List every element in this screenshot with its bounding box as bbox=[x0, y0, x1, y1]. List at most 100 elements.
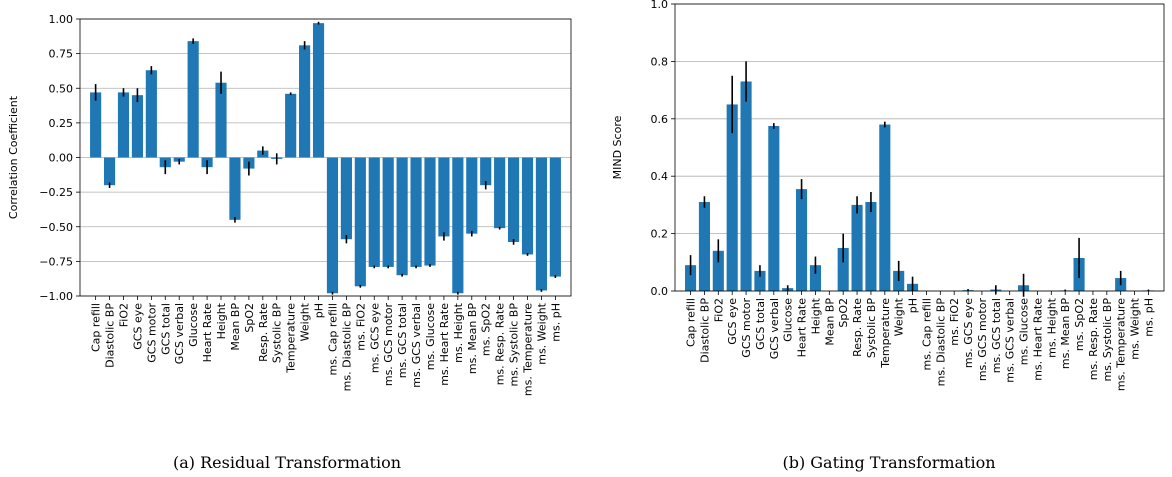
x-tick-label: Heart Rate bbox=[201, 303, 214, 363]
y-axis-label: MIND Score bbox=[611, 115, 624, 179]
x-tick-label: ms. pH bbox=[1142, 298, 1155, 337]
bar-ms-gcs-total bbox=[396, 157, 408, 276]
x-tick-label: SpO2 bbox=[837, 298, 850, 328]
bar-temperature bbox=[285, 93, 297, 158]
x-tick-label: GCS eye bbox=[726, 298, 739, 345]
bar-ms-gcs-verbal bbox=[410, 157, 422, 267]
x-tick-label: ms. Diastolic BP bbox=[934, 298, 947, 387]
x-tick-label: Diastolic BP bbox=[698, 298, 711, 363]
bar-diastolic-bp bbox=[698, 202, 710, 291]
y-tick-label: −0.25 bbox=[39, 186, 73, 199]
x-tick-label: ms. GCS total bbox=[396, 303, 409, 378]
bar-systolic-bp bbox=[865, 202, 877, 291]
x-tick-label: ms. Heart Rate bbox=[1031, 298, 1044, 381]
x-tick-label: ms. Glucose bbox=[1018, 298, 1031, 366]
bar-mean-bp bbox=[229, 157, 241, 220]
x-tick-label: ms. GCS eye bbox=[368, 303, 381, 373]
caption-b: (b) Gating Transformation bbox=[782, 453, 995, 472]
y-tick-label: 0.0 bbox=[651, 285, 669, 298]
bar-ms-diastolic-bp bbox=[340, 157, 352, 240]
bar-gcs-motor bbox=[740, 81, 752, 292]
y-tick-label: 1.00 bbox=[49, 13, 74, 26]
x-tick-label: ms. Cap refill bbox=[920, 298, 933, 370]
x-tick-label: Systolic BP bbox=[271, 303, 284, 363]
plot-frame bbox=[79, 18, 572, 297]
x-tick-label: Glucose bbox=[782, 298, 795, 342]
x-tick-label: SpO2 bbox=[243, 303, 256, 333]
bar-height bbox=[215, 82, 227, 158]
x-tick-label: Mean BP bbox=[229, 303, 242, 351]
bar-heart-rate bbox=[796, 189, 808, 291]
x-tick-label: Heart Rate bbox=[796, 298, 809, 358]
x-tick-label: ms. Temperature bbox=[1115, 298, 1128, 391]
y-tick-label: −1.00 bbox=[39, 290, 73, 303]
x-tick-label: ms. FiO2 bbox=[354, 303, 367, 351]
x-tick-label: GCS total bbox=[159, 303, 172, 355]
x-tick-label: ms. GCS motor bbox=[976, 298, 989, 382]
y-tick-label: 0.25 bbox=[49, 117, 74, 130]
bar-spo2 bbox=[837, 247, 849, 291]
x-tick-label: GCS eye bbox=[131, 303, 144, 350]
x-tick-label: Mean BP bbox=[823, 298, 836, 346]
y-tick-label: 0.4 bbox=[651, 170, 669, 183]
bar-ms-glucose bbox=[424, 157, 436, 266]
x-tick-label: GCS verbal bbox=[768, 298, 781, 359]
x-tick-label: Cap refill bbox=[685, 298, 698, 347]
x-tick-label: ms. Temperature bbox=[522, 303, 535, 396]
bar-ms-spo2 bbox=[480, 157, 492, 186]
bar-gcs-total bbox=[754, 270, 766, 291]
x-tick-label: ms. Systolic BP bbox=[508, 303, 521, 387]
y-tick-label: 0.50 bbox=[49, 82, 74, 95]
bar-ms-gcs-motor bbox=[382, 157, 394, 267]
bar-cap-refill bbox=[90, 92, 102, 158]
y-tick-label: 1.0 bbox=[651, 0, 669, 11]
x-tick-label: Cap refill bbox=[90, 303, 103, 352]
x-tick-label: Weight bbox=[299, 302, 312, 341]
x-tick-label: ms. SpO2 bbox=[480, 303, 493, 356]
x-tick-label: Temperature bbox=[285, 303, 298, 374]
x-tick-label: Weight bbox=[893, 297, 906, 336]
x-tick-label: FiO2 bbox=[712, 298, 725, 322]
x-tick-label: Glucose bbox=[187, 303, 200, 347]
y-tick-label: 0.6 bbox=[651, 113, 669, 126]
x-tick-label: pH bbox=[907, 298, 920, 313]
gating-transformation-chart: 0.0 0.2 0.4 0.6 0.8 1.0 Cap refill Diastolic BP… bbox=[611, 0, 1165, 391]
x-tick-label: ms. Height bbox=[452, 302, 465, 362]
bar-ph bbox=[312, 23, 325, 158]
x-tick-label: ms. Resp. Rate bbox=[1087, 298, 1100, 381]
y-tick-label: −0.75 bbox=[39, 255, 73, 268]
x-tick-label: ms. GCS verbal bbox=[1004, 298, 1017, 383]
x-tick-label: Resp. Rate bbox=[851, 298, 864, 357]
x-tick-label: ms. Height bbox=[1045, 297, 1058, 357]
bar-temperature bbox=[879, 124, 891, 291]
x-tick-label: Height bbox=[215, 302, 228, 339]
bar-weight bbox=[299, 45, 311, 158]
x-tick-label: ms. Glucose bbox=[424, 303, 437, 371]
bar-gcs-motor bbox=[145, 70, 157, 158]
x-tick-label: ms. Diastolic BP bbox=[340, 303, 353, 392]
bar-height bbox=[809, 265, 821, 291]
bar-gcs-eye bbox=[726, 104, 738, 291]
bar-ms-resp-rate bbox=[494, 157, 506, 229]
x-tick-label: Height bbox=[809, 297, 822, 334]
bar-gcs-eye bbox=[131, 95, 143, 158]
x-tick-label: GCS motor bbox=[145, 303, 158, 363]
y-tick-label: −0.50 bbox=[39, 221, 73, 234]
x-tick-label: ms. SpO2 bbox=[1073, 298, 1086, 351]
x-tick-label: pH bbox=[313, 303, 326, 318]
x-tick-label: ms. Weight bbox=[535, 302, 548, 364]
bar-fio2 bbox=[117, 92, 130, 158]
bar-diastolic-bp bbox=[103, 157, 116, 186]
x-tick-label: FiO2 bbox=[117, 303, 130, 327]
x-tick-label: Systolic BP bbox=[865, 298, 878, 358]
caption-a: (a) Residual Transformation bbox=[173, 453, 401, 472]
y-tick-label: 0.00 bbox=[49, 152, 74, 165]
x-tick-label: ms. Resp. Rate bbox=[494, 303, 507, 386]
bar-cap-refill bbox=[685, 265, 697, 291]
x-tick-label: ms. Mean BP bbox=[466, 303, 479, 374]
bar-glucose bbox=[187, 41, 199, 158]
y-axis-label: Correlation Coefficient bbox=[7, 95, 20, 219]
x-tick-label: ms. FiO2 bbox=[948, 298, 961, 346]
x-tick-label: GCS verbal bbox=[173, 303, 186, 364]
bar-ms-weight bbox=[535, 157, 548, 291]
